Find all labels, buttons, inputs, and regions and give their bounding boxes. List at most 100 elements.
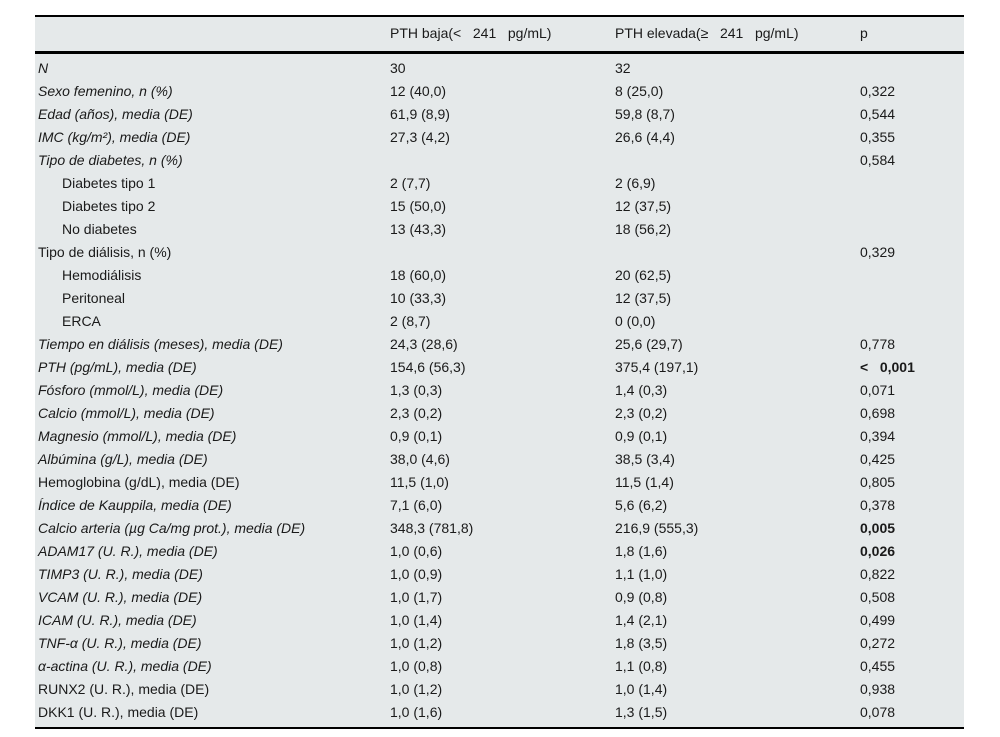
pth-low-value	[387, 149, 612, 172]
pth-low-value: 2 (7,7)	[390, 174, 431, 191]
row-label: Diabetes tipo 2	[62, 197, 156, 214]
pth-high-value: 1,1 (0,8)	[615, 657, 668, 674]
table-row: Albúmina (g/L), media (DE) 38,0 (4,6) 38,5…	[35, 448, 964, 471]
p-value: 0,499	[860, 611, 896, 628]
table-row: ICAM (U. R.), media (DE) 1,0 (1,4) 1,4 (2,…	[35, 609, 964, 632]
p-value: 0,078	[860, 703, 896, 720]
row-label: Albúmina (g/L), media (DE)	[38, 450, 208, 467]
pth-high-value: 26,6 (4,4)	[615, 128, 675, 145]
pth-low-value: 1,0 (0,6)	[390, 542, 443, 559]
col-header-p: p	[860, 25, 868, 42]
pth-low-value: 1,0 (1,7)	[390, 588, 443, 605]
pth-low-value: 18 (60,0)	[390, 266, 447, 283]
pth-low-value: 1,0 (1,2)	[390, 634, 443, 651]
pth-low-value: 1,0 (0,8)	[390, 657, 443, 674]
pth-high-value: 0,9 (0,8)	[615, 588, 668, 605]
row-label: ICAM (U. R.), media (DE)	[38, 611, 197, 628]
row-label: TNF-α (U. R.), media (DE)	[38, 634, 202, 651]
row-label: Magnesio (mmol/L), media (DE)	[38, 427, 237, 444]
p-value	[857, 264, 964, 287]
row-label: PTH (pg/mL), media (DE)	[38, 358, 197, 375]
table-row: Tiempo en diálisis (meses), media (DE) 24…	[35, 333, 964, 356]
table-row: Tipo de diabetes, n (%) 0,584	[35, 149, 964, 172]
p-value: 0,822	[860, 565, 896, 582]
row-label: Sexo femenino, n (%)	[38, 82, 173, 99]
p-value: 0,805	[860, 473, 896, 490]
table-row: Hemoglobina (g/dL), media (DE) 11,5 (1,0)…	[35, 471, 964, 494]
p-value: 0,508	[860, 588, 896, 605]
pth-high-value: 216,9 (555,3)	[615, 519, 699, 536]
pth-high-value: 25,6 (29,7)	[615, 335, 683, 352]
pth-high-value: 32	[615, 59, 631, 76]
pth-high-value: 1,1 (1,0)	[615, 565, 668, 582]
pth-high-value: 1,3 (1,5)	[615, 703, 668, 720]
table-row: RUNX2 (U. R.), media (DE) 1,0 (1,2) 1,0 (1…	[35, 678, 964, 701]
row-label: IMC (kg/m²), media (DE)	[38, 128, 191, 145]
p-value: 0,378	[860, 496, 896, 513]
table-row: TIMP3 (U. R.), media (DE) 1,0 (0,9) 1,1 (1…	[35, 563, 964, 586]
table-row: Hemodiálisis 18 (60,0) 20 (62,5)	[35, 264, 964, 287]
col-header-pth-high: PTH elevada(≥ 241 pg/mL)	[615, 25, 799, 42]
row-label: Calcio (mmol/L), media (DE)	[38, 404, 215, 421]
table-row: ADAM17 (U. R.), media (DE) 1,0 (0,6) 1,8 (…	[35, 540, 964, 563]
pth-low-value: 2,3 (0,2)	[390, 404, 443, 421]
pth-high-value: 8 (25,0)	[615, 82, 664, 99]
p-value	[857, 195, 964, 218]
table-row: Sexo femenino, n (%) 12 (40,0) 8 (25,0) 0,3…	[35, 80, 964, 103]
p-value: 0,394	[860, 427, 896, 444]
table-row: Índice de Kauppila, media (DE) 7,1 (6,0) 5…	[35, 494, 964, 517]
pth-low-value: 348,3 (781,8)	[390, 519, 474, 536]
table-row: N 30 32	[35, 52, 964, 80]
pth-low-value: 61,9 (8,9)	[390, 105, 450, 122]
p-value: 0,778	[860, 335, 896, 352]
pth-low-value: 1,0 (1,6)	[390, 703, 443, 720]
pth-low-value: 154,6 (56,3)	[390, 358, 466, 375]
col-header-pth-low: PTH baja(< 241 pg/mL)	[390, 25, 552, 42]
row-label: Diabetes tipo 1	[62, 174, 156, 191]
pth-high-value: 0,9 (0,1)	[615, 427, 668, 444]
pth-high-value: 2,3 (0,2)	[615, 404, 668, 421]
table-row: Magnesio (mmol/L), media (DE) 0,9 (0,1) 0,…	[35, 425, 964, 448]
table-row: DKK1 (U. R.), media (DE) 1,0 (1,6) 1,3 (1,…	[35, 701, 964, 727]
pth-low-value: 1,3 (0,3)	[390, 381, 443, 398]
pth-low-value: 7,1 (6,0)	[390, 496, 443, 513]
pth-high-value: 11,5 (1,4)	[615, 473, 674, 490]
pth-low-value: 1,0 (1,2)	[390, 680, 443, 697]
table-row: ERCA 2 (8,7) 0 (0,0)	[35, 310, 964, 333]
row-label: Tipo de diálisis, n (%)	[38, 243, 172, 260]
table-row: Fósforo (mmol/L), media (DE) 1,3 (0,3) 1,4…	[35, 379, 964, 402]
pth-low-value: 30	[390, 59, 406, 76]
stat-table: PTH baja(< 241 pg/mL) PTH elevada(≥ 241 …	[35, 17, 964, 727]
pth-low-value: 10 (33,3)	[390, 289, 447, 306]
p-value: 0,071	[860, 381, 896, 398]
row-label: VCAM (U. R.), media (DE)	[38, 588, 203, 605]
p-value: 0,425	[860, 450, 896, 467]
pth-high-value: 2 (6,9)	[615, 174, 656, 191]
pth-high-value: 1,8 (3,5)	[615, 634, 668, 651]
table-row: PTH (pg/mL), media (DE) 154,6 (56,3) 375,4…	[35, 356, 964, 379]
row-label: No diabetes	[62, 220, 137, 237]
pth-high-value: 1,4 (2,1)	[615, 611, 668, 628]
pth-low-value: 1,0 (1,4)	[390, 611, 443, 628]
table-row: α-actina (U. R.), media (DE) 1,0 (0,8) 1,1…	[35, 655, 964, 678]
clinical-characteristics-table: PTH baja(< 241 pg/mL) PTH elevada(≥ 241 …	[35, 15, 964, 729]
row-label: Edad (años), media (DE)	[38, 105, 193, 122]
pth-low-value: 24,3 (28,6)	[390, 335, 458, 352]
pth-low-value: 1,0 (0,9)	[390, 565, 443, 582]
pth-high-value: 0 (0,0)	[615, 312, 656, 329]
table-row: Tipo de diálisis, n (%) 0,329	[35, 241, 964, 264]
table-row: Calcio arteria (µg Ca/mg prot.), media (…	[35, 517, 964, 540]
pth-low-value: 0,9 (0,1)	[390, 427, 443, 444]
pth-high-value: 59,8 (8,7)	[615, 105, 675, 122]
p-value: 0,005	[860, 519, 896, 536]
p-value: 0,322	[860, 82, 896, 99]
p-value	[857, 218, 964, 241]
table-row: IMC (kg/m²), media (DE) 27,3 (4,2) 26,6 (4…	[35, 126, 964, 149]
p-value: 0,584	[860, 151, 896, 168]
col-header-empty	[35, 17, 387, 52]
p-value: < 0,001	[860, 358, 915, 375]
pth-high-value: 38,5 (3,4)	[615, 450, 675, 467]
table-row: TNF-α (U. R.), media (DE) 1,0 (1,2) 1,8 (3…	[35, 632, 964, 655]
p-value	[857, 287, 964, 310]
